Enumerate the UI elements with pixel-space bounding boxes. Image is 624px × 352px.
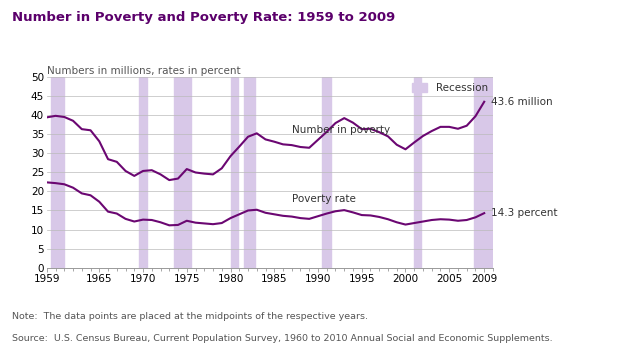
Text: Numbers in millions, rates in percent: Numbers in millions, rates in percent xyxy=(47,66,240,76)
Text: Number in poverty: Number in poverty xyxy=(292,125,390,134)
Bar xyxy=(243,77,255,268)
Text: Poverty rate: Poverty rate xyxy=(292,194,356,204)
Text: Note:  The data points are placed at the midpoints of the respective years.: Note: The data points are placed at the … xyxy=(12,312,369,321)
Bar xyxy=(230,77,238,268)
Bar xyxy=(323,77,331,268)
Text: Number in Poverty and Poverty Rate: 1959 to 2009: Number in Poverty and Poverty Rate: 1959… xyxy=(12,11,396,24)
Text: Source:  U.S. Census Bureau, Current Population Survey, 1960 to 2010 Annual Soci: Source: U.S. Census Bureau, Current Popu… xyxy=(12,334,553,344)
Bar xyxy=(414,77,421,268)
Bar xyxy=(51,77,64,268)
Text: 43.6 million: 43.6 million xyxy=(491,97,553,107)
Legend: Recession: Recession xyxy=(412,83,488,93)
Text: 14.3 percent: 14.3 percent xyxy=(491,208,558,218)
Bar xyxy=(474,77,493,268)
Bar xyxy=(139,77,147,268)
Bar xyxy=(173,77,191,268)
